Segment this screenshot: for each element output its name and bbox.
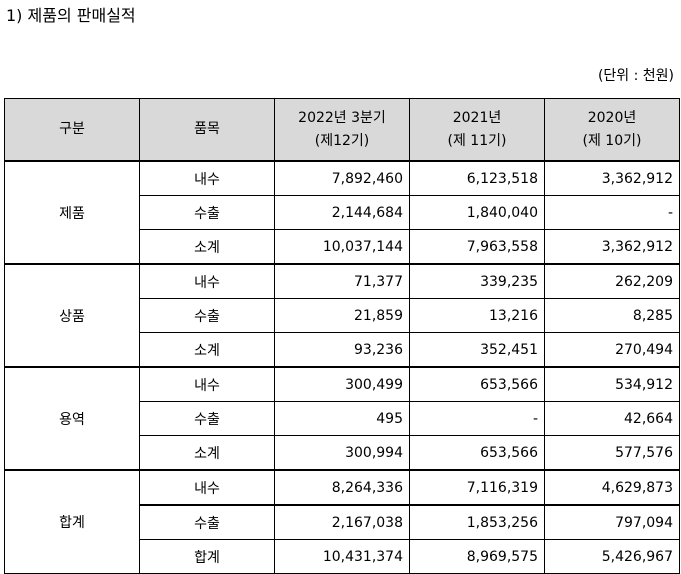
row-item: 수출 bbox=[139, 195, 275, 230]
table-row: 합계 내수 8,264,336 7,116,319 4,629,873 bbox=[4, 469, 680, 574]
row-item: 내수 bbox=[139, 469, 275, 506]
value-2022q3: 300,994 bbox=[274, 435, 410, 471]
table-header-row: 구분 품목 2022년 3분기 (제12기) 2021년 (제 11기) 202… bbox=[4, 98, 680, 162]
value-2022q3: 93,236 bbox=[274, 332, 410, 368]
row-item: 내수 bbox=[139, 366, 275, 402]
value-2021: 1,853,256 bbox=[409, 504, 545, 540]
row-item: 소계 bbox=[139, 229, 275, 265]
value-2020: 270,494 bbox=[544, 332, 680, 368]
table-row: 합계 10,431,374 8,969,575 5,426,967 bbox=[5, 539, 680, 574]
value-2022q3: 10,431,374 bbox=[274, 539, 410, 574]
value-2021: - bbox=[409, 401, 545, 436]
unit-label: (단위 : 천원) bbox=[597, 68, 674, 84]
row-item: 수출 bbox=[139, 504, 275, 540]
table-row: 수출 495 - 42,664 bbox=[5, 401, 680, 436]
header-item: 품목 bbox=[139, 98, 275, 162]
table-row: 용역 내수 300,499 653,566 534,912 bbox=[4, 366, 680, 471]
group-label-services: 용역 bbox=[4, 366, 140, 471]
header-2022q3-period: (제12기) bbox=[314, 132, 370, 149]
row-item: 내수 bbox=[139, 263, 275, 299]
value-2020: 797,094 bbox=[544, 504, 680, 540]
row-item: 합계 bbox=[139, 539, 275, 574]
value-2021: 352,451 bbox=[409, 332, 545, 368]
value-2021: 13,216 bbox=[409, 298, 545, 333]
value-2020: 8,285 bbox=[544, 298, 680, 333]
header-2021: 2021년 (제 11기) bbox=[409, 98, 545, 162]
value-2021: 7,963,558 bbox=[409, 229, 545, 265]
section-title: 1) 제품의 판매실적 bbox=[6, 6, 136, 25]
table-row: 수출 21,859 13,216 8,285 bbox=[5, 298, 680, 333]
header-2021-period: (제 11기) bbox=[447, 132, 507, 149]
value-2022q3: 2,167,038 bbox=[274, 504, 410, 540]
header-2020-year: 2020년 bbox=[587, 109, 637, 126]
table-row: 소계 10,037,144 7,963,558 3,362,912 bbox=[5, 229, 680, 265]
value-2021: 339,235 bbox=[409, 263, 545, 299]
value-2021: 7,116,319 bbox=[409, 469, 545, 506]
table-row: 수출 2,144,684 1,840,040 - bbox=[5, 195, 680, 230]
group-label-goods: 상품 bbox=[4, 263, 140, 368]
header-2020: 2020년 (제 10기) bbox=[544, 98, 680, 162]
value-2020: - bbox=[544, 195, 680, 230]
value-2022q3: 8,264,336 bbox=[274, 469, 410, 506]
value-2021: 6,123,518 bbox=[409, 160, 545, 196]
value-2022q3: 2,144,684 bbox=[274, 195, 410, 230]
row-item: 수출 bbox=[139, 298, 275, 333]
value-2021: 8,969,575 bbox=[409, 539, 545, 574]
header-category: 구분 bbox=[4, 98, 140, 162]
value-2020: 3,362,912 bbox=[544, 229, 680, 265]
value-2020: 4,629,873 bbox=[544, 469, 680, 506]
value-2020: 262,209 bbox=[544, 263, 680, 299]
group-label-total: 합계 bbox=[4, 469, 140, 574]
value-2022q3: 7,892,460 bbox=[274, 160, 410, 196]
header-2021-year: 2021년 bbox=[452, 109, 502, 126]
value-2021: 1,840,040 bbox=[409, 195, 545, 230]
value-2020: 534,912 bbox=[544, 366, 680, 402]
table-row: 소계 300,994 653,566 577,576 bbox=[5, 435, 680, 471]
sales-table: 구분 품목 2022년 3분기 (제12기) 2021년 (제 11기) 202… bbox=[4, 98, 680, 574]
value-2022q3: 21,859 bbox=[274, 298, 410, 333]
header-2022q3: 2022년 3분기 (제12기) bbox=[274, 98, 410, 162]
value-2020: 5,426,967 bbox=[544, 539, 680, 574]
value-2020: 3,362,912 bbox=[544, 160, 680, 196]
header-2022q3-year: 2022년 3분기 bbox=[298, 109, 386, 126]
row-item: 내수 bbox=[139, 160, 275, 196]
group-label-products: 제품 bbox=[4, 160, 140, 265]
row-item: 소계 bbox=[139, 435, 275, 471]
value-2022q3: 300,499 bbox=[274, 366, 410, 402]
value-2022q3: 495 bbox=[274, 401, 410, 436]
header-2020-period: (제 10기) bbox=[582, 132, 642, 149]
row-item: 수출 bbox=[139, 401, 275, 436]
table-row: 상품 내수 71,377 339,235 262,209 bbox=[4, 263, 680, 368]
value-2021: 653,566 bbox=[409, 435, 545, 471]
row-item: 소계 bbox=[139, 332, 275, 368]
value-2022q3: 71,377 bbox=[274, 263, 410, 299]
value-2022q3: 10,037,144 bbox=[274, 229, 410, 265]
value-2020: 577,576 bbox=[544, 435, 680, 471]
value-2020: 42,664 bbox=[544, 401, 680, 436]
value-2021: 653,566 bbox=[409, 366, 545, 402]
table-row: 제품 내수 7,892,460 6,123,518 3,362,912 bbox=[4, 160, 680, 265]
